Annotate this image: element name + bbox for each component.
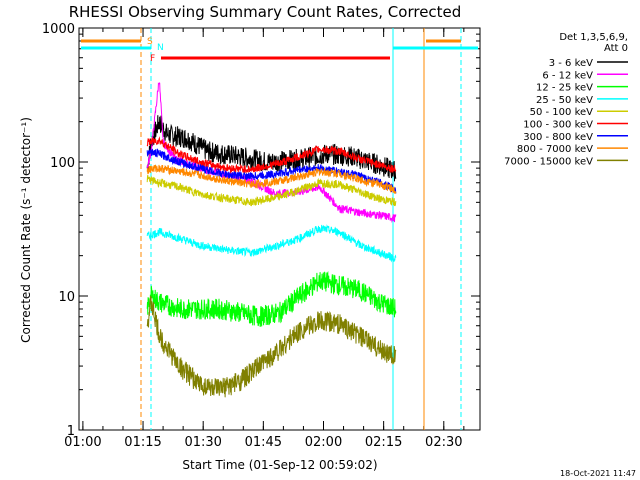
series-line-4 — [146, 175, 397, 207]
legend-label: 800 - 7000 keV — [517, 144, 593, 155]
legend-label: 300 - 800 keV — [523, 132, 593, 143]
annotation-f: F — [150, 54, 155, 64]
legend-label: 6 - 12 keV — [542, 70, 593, 81]
x-tick-label: 02:15 — [365, 435, 402, 450]
series-line-3 — [146, 224, 397, 263]
legend-label: 25 - 50 keV — [536, 95, 593, 106]
series-line-2 — [146, 270, 397, 327]
y-tick-label: 1000 — [42, 22, 75, 37]
legend-label: 12 - 25 keV — [536, 83, 593, 94]
x-tick-label: 01:45 — [245, 435, 282, 450]
y-tick-label: 10 — [58, 290, 75, 305]
legend-label: 7000 - 15000 keV — [504, 156, 593, 167]
x-tick-label: 02:30 — [425, 435, 462, 450]
x-axis-label: Start Time (01-Sep-12 00:59:02) — [182, 458, 377, 472]
legend-header-line-2: Att 0 — [604, 43, 628, 54]
series-line-8 — [146, 295, 397, 398]
x-tick-label: 01:00 — [64, 435, 101, 450]
annotation-s: S — [147, 37, 153, 47]
legend-header-line-1: Det 1,3,5,6,9, — [559, 32, 628, 43]
series-line-7 — [146, 164, 397, 194]
x-tick-label: 02:00 — [305, 435, 342, 450]
legend-label: 50 - 100 keV — [530, 107, 594, 118]
legend-label: 100 - 300 keV — [523, 120, 593, 131]
series-line-6 — [146, 147, 397, 194]
x-tick-label: 01:30 — [184, 435, 221, 450]
series-line-5 — [146, 136, 397, 175]
annotation-n: N — [157, 43, 164, 53]
footer-timestamp: 18-Oct-2021 11:47 — [560, 469, 636, 478]
chart-title: RHESSI Observing Summary Count Rates, Co… — [69, 3, 462, 21]
y-axis-label: Corrected Count Rate (s⁻¹ detector⁻¹) — [19, 117, 33, 343]
y-tick-label: 100 — [50, 156, 75, 171]
x-tick-label: 01:15 — [124, 435, 161, 450]
legend-label: 3 - 6 keV — [549, 58, 593, 69]
plot-frame — [78, 27, 481, 431]
y-tick-label: 1 — [67, 424, 75, 439]
